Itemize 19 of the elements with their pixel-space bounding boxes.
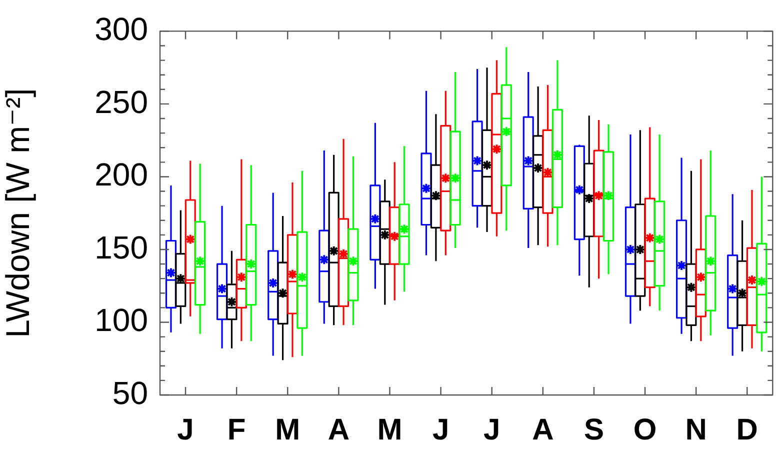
y-tick-label: 250 [94,84,148,120]
y-tick-label: 200 [94,156,148,193]
y-tick-label: 150 [94,229,148,266]
x-tick-label: O [633,413,657,446]
x-tick-label: D [736,413,758,446]
y-axis-title: LWdown [W m⁻²] [0,88,36,338]
x-tick-label: M [377,413,402,446]
y-tick-label: 100 [94,302,148,338]
x-tick-label: A [328,413,350,446]
x-tick-label: J [432,413,450,446]
x-tick-label: F [227,413,246,446]
x-tick-label: S [584,413,604,446]
x-tick-label: M [275,413,300,446]
x-tick-label: J [177,413,194,446]
y-tick-label: 50 [112,374,148,411]
x-tick-label: J [484,413,500,446]
x-tick-label: A [532,413,554,446]
x-tick-label: N [685,413,707,446]
y-tick-label: 300 [94,11,148,48]
